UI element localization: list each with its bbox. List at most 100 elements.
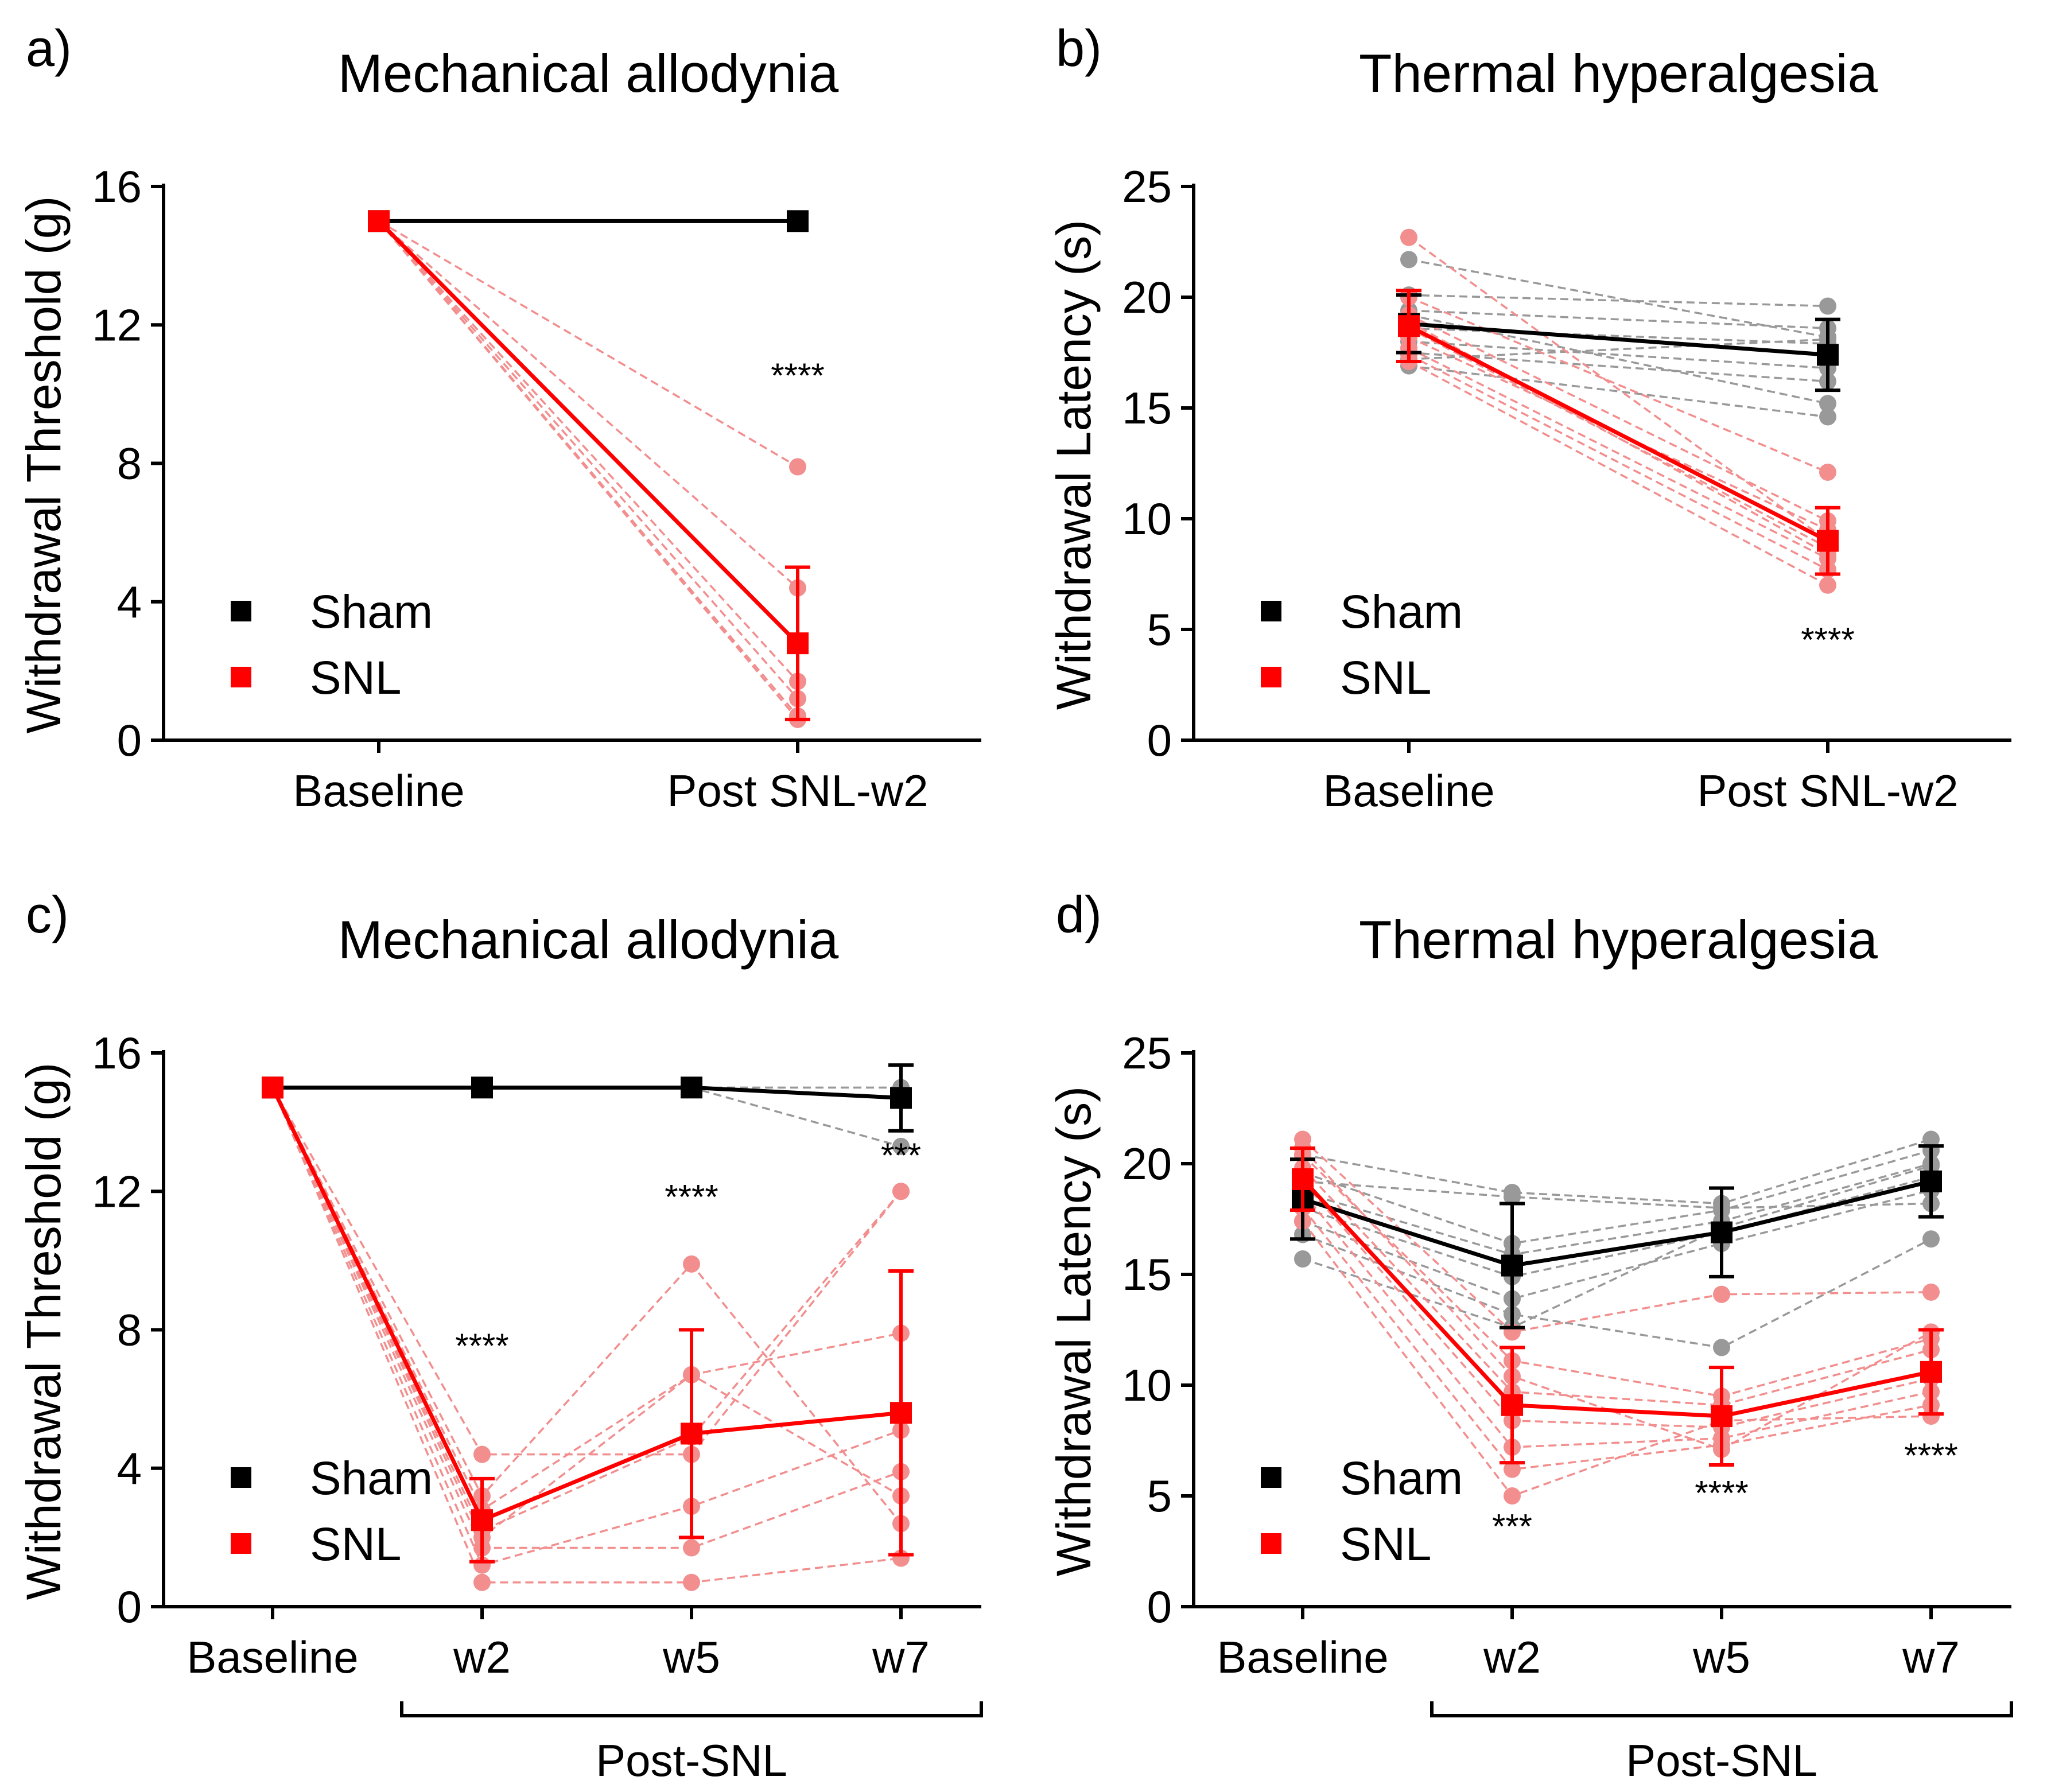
- significance-label: ****: [1695, 1474, 1748, 1512]
- individual-line-sham: [1408, 258, 1828, 339]
- significance-label: ****: [665, 1177, 718, 1216]
- mean-marker-snl: [368, 210, 390, 232]
- individual-line-sham: [1408, 351, 1828, 383]
- y-tick-label: 20: [1122, 1138, 1172, 1189]
- legend-marker-snl: [231, 667, 251, 687]
- x-tick-label: Baseline: [1323, 765, 1494, 816]
- individual-point-snl: [683, 1539, 700, 1557]
- legend-label: SNL: [1340, 652, 1432, 704]
- legend-label: Sham: [310, 1452, 433, 1505]
- plot-area: 0 5 10 15 20 25 Baseline Post SNL-w2 **** Sham SNL: [1122, 161, 2011, 816]
- x-tick-label: w5: [662, 1632, 720, 1682]
- individual-line-snl: [378, 220, 799, 717]
- post-snl-bracket: [1430, 1701, 2013, 1717]
- mean-marker-snl: [1817, 530, 1839, 552]
- individual-point-sham: [1819, 408, 1836, 426]
- individual-line-snl: [1408, 353, 1828, 571]
- mean-marker-snl: [1711, 1405, 1733, 1428]
- y-tick-label: 0: [117, 1581, 142, 1632]
- y-tick-label: 25: [1122, 161, 1172, 212]
- individual-line-snl: [1302, 1154, 1932, 1398]
- mean-marker-snl: [681, 1422, 702, 1445]
- significance-label: ****: [771, 356, 824, 395]
- individual-point-snl: [1922, 1283, 1940, 1301]
- chart-title: Thermal hyperalgesia: [1359, 43, 1878, 103]
- x-tick-label: w5: [1692, 1632, 1750, 1682]
- mean-marker-snl: [787, 632, 809, 655]
- individual-point-snl: [473, 1573, 491, 1591]
- individual-line-snl: [378, 220, 799, 589]
- individual-line-snl: [271, 1087, 902, 1584]
- individual-line-snl: [1408, 347, 1828, 560]
- individual-line-snl: [1302, 1180, 1932, 1429]
- individual-line-snl: [1302, 1207, 1932, 1471]
- x-tick-label: Baseline: [187, 1632, 358, 1682]
- x-tick-label: Post SNL-w2: [667, 765, 928, 816]
- mean-line-snl: [270, 1086, 902, 1523]
- x-tick-label: w2: [1483, 1632, 1541, 1682]
- individual-line-snl: [271, 1087, 902, 1456]
- individual-point-sham: [892, 1137, 910, 1155]
- mean-marker-snl: [890, 1402, 912, 1424]
- y-tick-label: 16: [92, 1028, 142, 1078]
- individual-line-sham: [1302, 1233, 1932, 1349]
- x-tick-label: Post SNL-w2: [1697, 765, 1958, 816]
- mean-line-sham: [1408, 321, 1828, 357]
- significance-label: ****: [455, 1327, 508, 1365]
- individual-line-snl: [1408, 327, 1828, 549]
- y-tick-label: 5: [1147, 604, 1172, 655]
- individual-line-snl: [378, 220, 799, 720]
- mean-line-snl: [377, 219, 799, 645]
- legend-marker-snl: [1261, 667, 1281, 687]
- mean-marker-sham: [471, 1076, 493, 1099]
- mean-marker-snl: [1292, 1168, 1314, 1191]
- individual-line-sham: [1408, 309, 1828, 329]
- y-tick-label: 12: [92, 1166, 142, 1216]
- post-snl-bracket: [400, 1701, 983, 1717]
- mean-marker-snl: [1920, 1360, 1942, 1383]
- individual-line-snl: [1408, 360, 1828, 586]
- panel-c: c) Mechanical allodynia Withdrawal Thres…: [17, 887, 983, 1786]
- y-axis-label: Withdrawal Latency (s): [1047, 220, 1101, 710]
- individual-point-sham: [1922, 1230, 1940, 1248]
- y-tick-label: 15: [1122, 383, 1172, 433]
- x-tick-label: w7: [872, 1632, 930, 1682]
- individual-point-sham: [1504, 1188, 1521, 1206]
- y-tick-label: 8: [117, 438, 142, 489]
- individual-line-snl: [378, 220, 799, 682]
- mean-line-sham: [1302, 1179, 1932, 1268]
- individual-line-sham: [1408, 340, 1828, 370]
- x-tick-label: Baseline: [1217, 1632, 1388, 1682]
- x-tick-label: w7: [1902, 1632, 1960, 1682]
- legend-label: SNL: [310, 652, 402, 704]
- x-tick-label: w2: [453, 1632, 511, 1682]
- individual-point-snl: [683, 1573, 700, 1591]
- legend-marker-sham: [231, 601, 251, 621]
- chart-title: Thermal hyperalgesia: [1359, 909, 1878, 970]
- individual-point-sham: [1713, 1339, 1730, 1356]
- y-axis-label: Withdrawal Threshold (g): [17, 196, 71, 734]
- individual-point-snl: [789, 458, 806, 476]
- mean-marker-sham: [787, 210, 809, 232]
- mean-marker-sham: [1920, 1170, 1942, 1192]
- y-tick-label: 20: [1122, 272, 1172, 322]
- mean-marker-snl: [1501, 1394, 1523, 1416]
- bracket-label: Post-SNL: [1626, 1735, 1817, 1786]
- individual-line-snl: [271, 1087, 902, 1566]
- individual-line-snl: [378, 220, 799, 699]
- individual-point-snl: [1922, 1408, 1940, 1425]
- mean-line-sham: [273, 1085, 902, 1100]
- individual-line-sham: [1408, 364, 1828, 418]
- individual-line-sham: [1302, 1138, 1932, 1205]
- individual-point-snl: [473, 1445, 491, 1463]
- mean-marker-snl: [262, 1076, 283, 1099]
- chart-title: Mechanical allodynia: [338, 909, 839, 970]
- individual-line-snl: [271, 1087, 902, 1525]
- individual-line-snl: [271, 1087, 902, 1549]
- individual-line-snl: [1302, 1138, 1932, 1334]
- significance-label: ***: [1492, 1507, 1532, 1545]
- mean-line-snl: [1408, 324, 1829, 543]
- legend-marker-sham: [1261, 1467, 1281, 1488]
